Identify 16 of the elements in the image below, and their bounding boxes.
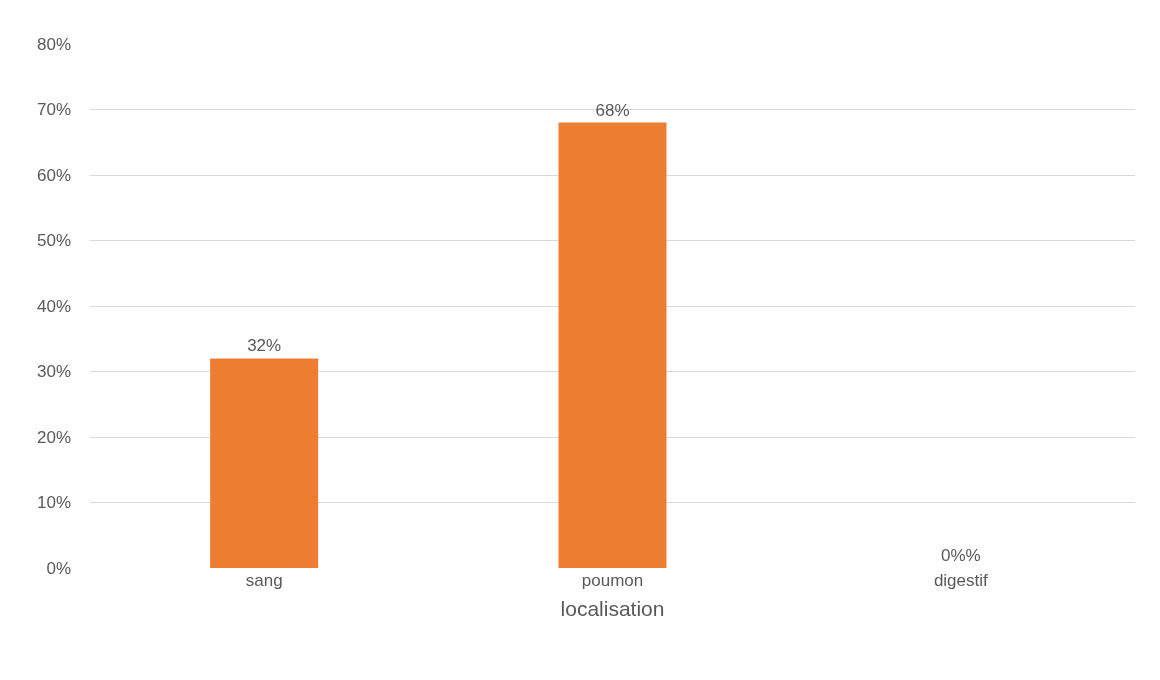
y-tick-label: 30% (36, 362, 71, 382)
data-label: 0%% (940, 546, 981, 565)
y-tick-label: 40% (36, 296, 71, 316)
x-axis-title: localisation (560, 597, 665, 621)
y-tick-label: 60% (36, 165, 71, 185)
y-tick-label: 0% (46, 558, 71, 578)
x-tick-label: sang (245, 571, 283, 590)
data-label: 32% (247, 336, 282, 356)
y-tick-label: 80% (36, 34, 71, 54)
y-tick-label: 20% (36, 427, 71, 447)
data-label: 68% (595, 100, 630, 120)
x-tick-label: poumon (581, 571, 644, 590)
y-tick-label: 70% (36, 100, 71, 120)
x-tick-label: digestif (933, 571, 989, 590)
y-tick-label: 50% (36, 231, 71, 251)
y-tick-label: 10% (36, 493, 71, 513)
